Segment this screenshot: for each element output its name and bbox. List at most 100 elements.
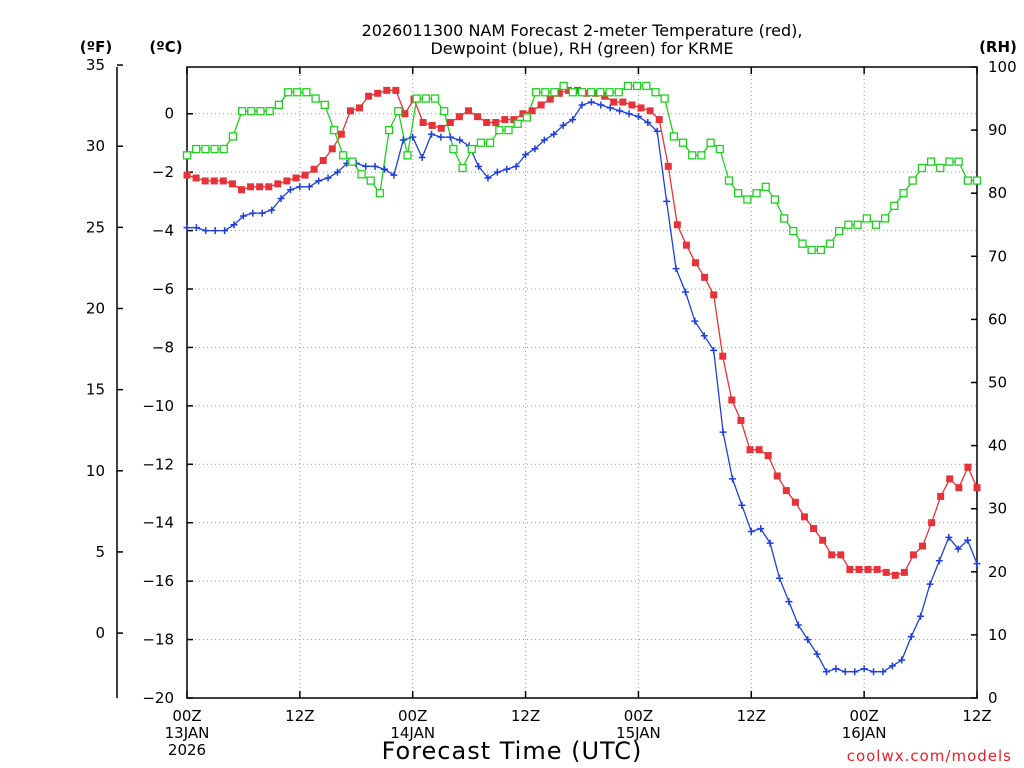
- dewpoint-data-point: [935, 557, 943, 565]
- dewpoint-data-point: [512, 162, 520, 170]
- dewpoint-data-point: [813, 650, 821, 658]
- rh-data-point: [559, 81, 568, 91]
- dewpoint-data-point: [296, 183, 304, 191]
- x-tick-label: 15JAN: [616, 724, 661, 742]
- rh-data-point: [899, 189, 908, 198]
- dewpoint-data-point: [268, 206, 276, 214]
- fahrenheit-tick-label: 5: [95, 543, 105, 561]
- dewpoint-data-point: [785, 598, 793, 606]
- celsius-tick-label: −16: [142, 572, 174, 590]
- temperature-data-point: [737, 416, 745, 424]
- x-tick-label: 12Z: [511, 707, 540, 725]
- temperature-data-point: [501, 116, 509, 124]
- dewpoint-series-line: [187, 101, 978, 673]
- rh-data-point: [642, 81, 651, 91]
- temperature-data-point: [846, 565, 854, 573]
- dewpoint-data-point: [475, 162, 483, 170]
- rh-data-point: [311, 94, 320, 103]
- dewpoint-data-point: [926, 580, 934, 588]
- rh-data-point: [963, 176, 972, 185]
- temperature-data-point: [728, 396, 736, 404]
- temperature-data-point: [891, 571, 899, 579]
- temperature-data-point: [455, 113, 463, 121]
- rh-data-point: [421, 94, 430, 103]
- rh-tick-label: 50: [988, 374, 1007, 392]
- temperature-data-point: [464, 107, 472, 115]
- rh-data-point: [201, 144, 210, 154]
- x-tick-label: 00Z: [398, 707, 427, 725]
- temperature-data-point: [247, 183, 255, 191]
- rh-tick-label: 100: [988, 58, 1017, 76]
- celsius-tick-label: −10: [142, 397, 174, 415]
- temperature-data-point: [692, 259, 700, 267]
- dewpoint-data-point: [550, 130, 558, 138]
- rh-data-point: [761, 182, 770, 192]
- celsius-tick-label: −20: [142, 689, 174, 707]
- rh-data-point: [880, 214, 890, 223]
- rh-data-point: [274, 100, 284, 110]
- rh-data-point: [348, 157, 357, 166]
- temperature-data-point: [528, 107, 536, 115]
- temperature-data-point: [483, 119, 491, 127]
- temperature-data-point: [782, 487, 790, 495]
- rh-data-point: [449, 144, 458, 154]
- rh-data-point: [192, 144, 201, 154]
- rh-data-point: [219, 144, 228, 154]
- rh-data-point: [440, 107, 449, 116]
- dewpoint-data-point: [390, 171, 398, 179]
- dewpoint-data-point: [493, 168, 501, 176]
- dewpoint-data-point: [559, 121, 567, 129]
- temperature-data-point: [201, 177, 209, 185]
- rh-data-point: [779, 214, 789, 223]
- dewpoint-data-point: [333, 168, 341, 176]
- rh-data-point: [182, 151, 192, 160]
- celsius-tick-label: −6: [152, 280, 174, 298]
- dewpoint-data-point: [249, 209, 257, 217]
- rh-data-point: [825, 239, 835, 248]
- rh-data-point: [403, 151, 412, 160]
- temperature-data-point: [819, 536, 827, 544]
- plot-grid: [187, 67, 977, 698]
- rh-data-point: [265, 107, 274, 116]
- temperature-data-point: [474, 113, 482, 121]
- dewpoint-data-point: [616, 107, 624, 115]
- dewpoint-data-point: [898, 656, 906, 664]
- rh-data-point: [715, 144, 724, 154]
- credit-text: coolwx.com/models: [847, 747, 1012, 765]
- dewpoint-data-point: [757, 525, 765, 533]
- temperature-data-point: [537, 101, 545, 109]
- x-axis-label: Forecast Time (UTC): [382, 737, 643, 765]
- rh-tick-label: 10: [988, 626, 1007, 644]
- temperature-data-point: [791, 498, 799, 506]
- temperature-data-point: [383, 86, 391, 94]
- temperature-data-point: [964, 463, 972, 471]
- temperature-data-point: [646, 107, 654, 115]
- dewpoint-data-point: [663, 197, 671, 205]
- rh-tick-label: 90: [988, 121, 1007, 139]
- dewpoint-data-point: [258, 209, 266, 217]
- temperature-data-point: [900, 568, 908, 576]
- dewpoint-data-point: [794, 621, 802, 629]
- rh-data-point: [752, 189, 761, 198]
- rh-data-point: [228, 132, 238, 141]
- rh-tick-label: 20: [988, 563, 1007, 581]
- x-tick-label: 00Z: [172, 707, 201, 725]
- rh-data-point: [853, 220, 862, 229]
- dewpoint-data-point: [634, 113, 642, 121]
- fahrenheit-tick-label: 25: [86, 218, 105, 236]
- rh-data-point: [926, 157, 936, 166]
- temperature-data-point: [492, 119, 500, 127]
- rh-data-point: [917, 163, 927, 173]
- fahrenheit-axis-unit: (ºF): [80, 38, 112, 56]
- temperature-data-point: [628, 101, 636, 109]
- dewpoint-data-point: [503, 165, 511, 173]
- temperature-data-point: [673, 221, 681, 229]
- temperature-data-point: [546, 95, 554, 103]
- dewpoint-data-point: [776, 574, 783, 582]
- rh-data-point: [688, 151, 697, 160]
- dewpoint-data-point: [418, 154, 426, 162]
- rh-data-point: [623, 81, 633, 91]
- dewpoint-data-point: [860, 665, 868, 673]
- dewpoint-data-point: [710, 346, 718, 354]
- dewpoint-data-point: [888, 662, 896, 670]
